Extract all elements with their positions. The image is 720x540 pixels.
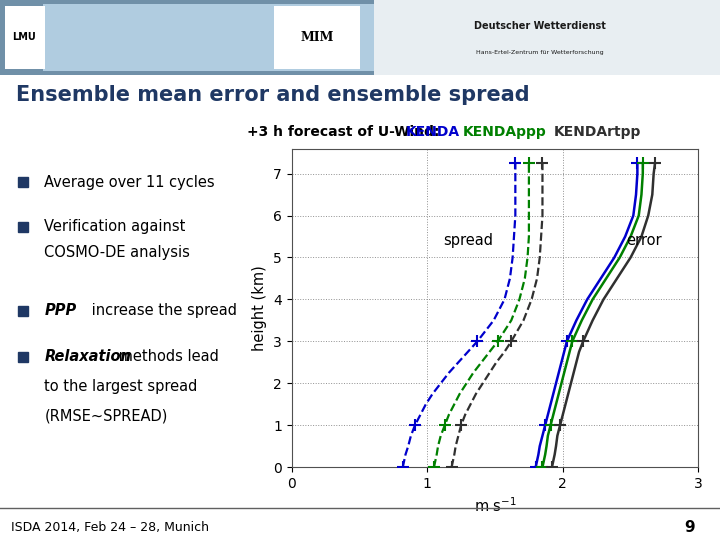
Text: methods lead: methods lead xyxy=(114,349,219,364)
Text: LMU: LMU xyxy=(13,32,36,42)
Text: error: error xyxy=(626,233,662,248)
Text: increase the spread: increase the spread xyxy=(87,303,237,318)
Text: COSMO-DE analysis: COSMO-DE analysis xyxy=(45,245,190,260)
Bar xyxy=(5,6,45,69)
Text: MIM: MIM xyxy=(300,31,333,44)
Text: Verification against: Verification against xyxy=(45,219,186,234)
Text: to the largest spread: to the largest spread xyxy=(45,379,198,394)
Text: Hans-Ertel-Zentrum für Wetterforschung: Hans-Ertel-Zentrum für Wetterforschung xyxy=(476,50,604,55)
Text: ISDA 2014, Feb 24 – 28, Munich: ISDA 2014, Feb 24 – 28, Munich xyxy=(11,521,209,534)
Bar xyxy=(43,4,374,71)
Bar xyxy=(0,0,374,75)
Text: Ensemble mean error and ensemble spread: Ensemble mean error and ensemble spread xyxy=(16,85,529,105)
Text: +3 h forecast of U-Wind:: +3 h forecast of U-Wind: xyxy=(247,125,439,139)
Text: 9: 9 xyxy=(684,520,695,535)
Y-axis label: height (km): height (km) xyxy=(253,265,267,350)
Text: Deutscher Wetterdienst: Deutscher Wetterdienst xyxy=(474,21,606,31)
Text: Relaxation: Relaxation xyxy=(45,349,131,364)
Text: (RMSE~SPREAD): (RMSE~SPREAD) xyxy=(45,408,168,423)
Text: KENDA: KENDA xyxy=(406,125,460,139)
Text: KENDArtpp: KENDArtpp xyxy=(554,125,642,139)
Text: Average over 11 cycles: Average over 11 cycles xyxy=(45,174,215,190)
Bar xyxy=(274,6,360,69)
X-axis label: m s$^{-1}$: m s$^{-1}$ xyxy=(474,496,516,515)
Text: KENDAppp: KENDAppp xyxy=(462,125,546,139)
Text: PPP: PPP xyxy=(45,303,77,318)
Bar xyxy=(374,0,720,75)
Text: spread: spread xyxy=(443,233,493,248)
